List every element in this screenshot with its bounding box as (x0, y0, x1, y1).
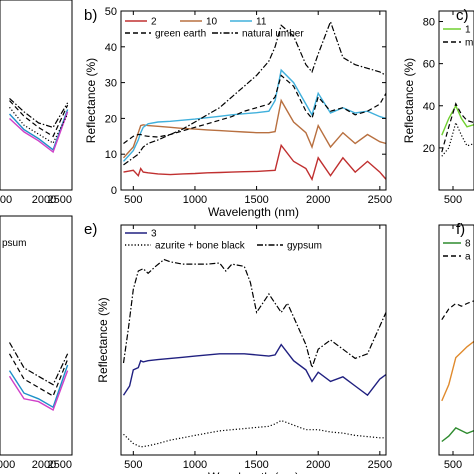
series-line-green-earth (123, 74, 386, 144)
series-line-s2 (8, 353, 69, 397)
series-line-s4 (9, 106, 69, 144)
series-line-s3 (9, 97, 69, 129)
legend-label: azurite + bone black (155, 241, 246, 252)
series-line-s1 (8, 370, 69, 412)
x-tick-label: 00 (0, 194, 12, 206)
series-line-gypsum (122, 258, 386, 370)
legend-label: 1 (465, 25, 471, 36)
panel-label: e) (84, 221, 97, 238)
plot-frame (438, 224, 474, 456)
plot-frame (438, 10, 474, 191)
y-tick-label: 20 (423, 143, 435, 155)
legend-label: 8 (465, 239, 471, 250)
x-tick-label: 2000 (306, 194, 330, 206)
y-tick-label: 10 (105, 149, 117, 161)
legend-label: a (465, 252, 471, 263)
x-axis-label: Wavelength (nm) (208, 470, 299, 474)
series-group (122, 258, 386, 448)
x-tick-label: 1500 (244, 194, 268, 206)
y-tick-label: 40 (423, 101, 435, 113)
legend-label: 2 (151, 17, 157, 28)
series-line-s0 (8, 109, 69, 151)
legend-label: m (465, 38, 473, 49)
series-line-2 (123, 143, 386, 182)
legend-label: green earth (155, 29, 206, 40)
y-tick-label: 40 (105, 42, 117, 54)
plot-frame (0, 0, 73, 191)
series-line-s2 (441, 300, 474, 321)
legend-f: 8a (443, 239, 471, 263)
x-tick-label: 500 (124, 194, 142, 206)
y-tick-label: 60 (423, 59, 435, 71)
y-axis-label: Reflectance (%) (84, 58, 98, 143)
series-group (8, 342, 69, 412)
series-line-s1 (441, 427, 474, 443)
series-group (8, 97, 69, 154)
series-line-s1 (441, 102, 474, 153)
series-line-natural-umber (123, 19, 386, 166)
y-tick-label: 80 (423, 17, 435, 29)
panel-f: 500 f) (438, 221, 474, 471)
series-line-s0 (441, 104, 474, 136)
legend-label: psum (2, 238, 26, 249)
x-tick-label: 000 (0, 459, 15, 471)
series-line-s2 (441, 120, 474, 157)
plot-frame (120, 10, 387, 191)
y-tick-label: 30 (105, 78, 117, 90)
legend-b: 2 10 11 green earth natural umber (125, 17, 304, 40)
panel-label: f) (456, 221, 465, 238)
series-line-s1 (9, 111, 69, 154)
legend-label: natural umber (242, 29, 304, 40)
x-tick-label: 2500 (368, 194, 392, 206)
x-tick-label: 500 (444, 459, 462, 471)
legend-d: psum (2, 238, 26, 249)
x-tick-label: 2500 (48, 459, 72, 471)
panel-label: c) (456, 7, 469, 24)
x-tick-label: 2000 (32, 459, 56, 471)
x-axis-label: Wavelength (nm) (208, 205, 299, 219)
legend-label: 11 (256, 17, 267, 28)
x-tick-label: 1000 (183, 194, 207, 206)
series-line-s3 (8, 342, 69, 386)
panel-e: 500 1000 1500 2000 2500 Wavelength (nm) Reflec… (84, 221, 392, 474)
series-group (122, 19, 386, 182)
panel-c: 500 20 40 60 80 Reflectance (%) c) (402, 7, 474, 206)
series-line-s2 (9, 100, 69, 138)
panel-label: b) (84, 7, 97, 24)
y-axis-label: Reflectance (%) (402, 58, 416, 143)
panel-b: 500 1000 1500 2000 2500 0 10 20 30 40 50 Wavelength… (84, 6, 392, 219)
legend-label: gypsum (287, 241, 322, 252)
y-tick-label: 20 (105, 113, 117, 125)
plot-frame (0, 215, 73, 456)
plot-frame (120, 224, 387, 456)
y-axis-label: Reflectance (%) (96, 297, 110, 382)
legend-label: 3 (151, 229, 157, 240)
legend-c: 1m (443, 25, 473, 49)
x-tick-label: 500 (124, 459, 142, 471)
x-tick-label: 2500 (368, 459, 392, 471)
series-line-3 (122, 343, 386, 397)
y-tick-label: 50 (105, 6, 117, 18)
x-tick-label: 2000 (306, 459, 330, 471)
series-line-s0 (441, 340, 474, 402)
x-tick-label: 1000 (183, 459, 207, 471)
series-line-azurite-bone-black (123, 419, 386, 448)
series-group (441, 300, 474, 443)
series-line-11 (122, 68, 386, 162)
y-tick-label: 0 (111, 185, 117, 197)
x-tick-label: 2000 (32, 194, 56, 206)
series-group (441, 102, 474, 157)
x-tick-label: 1500 (244, 459, 268, 471)
series-line-s0 (8, 364, 69, 409)
x-tick-label: 2500 (48, 194, 72, 206)
x-tick-label: 500 (444, 194, 462, 206)
legend-label: 10 (206, 17, 218, 28)
